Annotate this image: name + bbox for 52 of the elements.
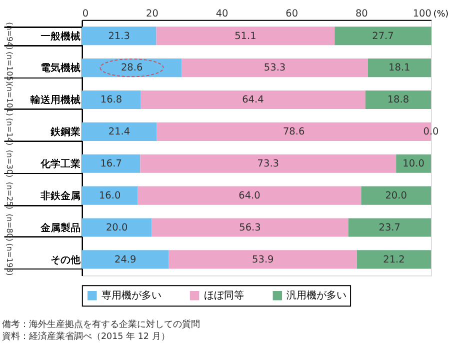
- text: (n=30): [4, 150, 14, 178]
- data-label: 21.2: [383, 254, 405, 266]
- y-tick-label: 電気機械: [40, 62, 80, 74]
- data-label: 20.0: [106, 222, 128, 234]
- text: 備考：海外生産拠点を有する企業に対しての質問: [2, 319, 200, 330]
- data-label: 16.7: [100, 158, 122, 170]
- y-tick-label: 化学工業: [40, 158, 80, 170]
- x-tick-label: 20: [146, 8, 158, 20]
- text: (n=193): [4, 243, 14, 276]
- data-label: 28.6: [120, 62, 143, 74]
- legend-label: ほぼ同等: [204, 290, 244, 302]
- text: (n=80): [4, 214, 14, 242]
- data-label: 27.7: [372, 30, 394, 42]
- x-tick-label: 60: [286, 8, 298, 20]
- text: (n=25): [4, 182, 14, 210]
- data-label: 20.0: [385, 190, 407, 202]
- text: (n=105): [4, 52, 14, 84]
- data-label: 53.9: [252, 254, 274, 266]
- data-label: 16.0: [98, 190, 121, 202]
- data-label: 21.3: [108, 30, 130, 42]
- x-tick-label: 100: [412, 8, 432, 20]
- data-label: 18.1: [388, 62, 410, 74]
- y-tick-label: 非鉄金属: [40, 190, 80, 202]
- data-label: 21.4: [108, 126, 130, 138]
- text: (n=14): [4, 118, 14, 146]
- data-label: 23.7: [378, 222, 400, 234]
- data-label: 56.3: [239, 222, 261, 234]
- data-label: 78.6: [282, 126, 305, 138]
- data-label: 0.0: [423, 126, 439, 138]
- data-label: 18.8: [387, 94, 410, 106]
- data-label: 16.8: [100, 94, 122, 106]
- data-label: 24.9: [114, 254, 136, 266]
- legend-label: 専用機が多い: [101, 290, 162, 302]
- y-tick-label: 鉄鋼業: [50, 126, 80, 138]
- data-label: 64.0: [238, 190, 260, 202]
- text: (n=101): [4, 84, 14, 116]
- y-tick-label: その他: [50, 254, 80, 266]
- legend-label: 汎用機が多い: [286, 290, 347, 302]
- data-label: 64.4: [242, 94, 264, 106]
- y-tick-label: 輸送用機械: [30, 94, 80, 106]
- data-label: 73.3: [257, 158, 280, 170]
- x-axis-title: (%): [433, 10, 449, 20]
- x-tick-label: 0: [82, 8, 89, 20]
- data-label: 53.3: [264, 62, 286, 74]
- x-tick-label: 40: [216, 8, 228, 20]
- data-label: 10.0: [402, 158, 424, 170]
- y-tick-label: 一般機械: [40, 30, 80, 42]
- y-tick-label: 金属製品: [40, 222, 80, 234]
- x-tick-label: 80: [355, 8, 368, 20]
- text: 資料：経済産業省調べ（2015 年 12 月）: [2, 330, 170, 342]
- data-label: 51.1: [234, 30, 256, 42]
- text: (n=94): [4, 22, 14, 50]
